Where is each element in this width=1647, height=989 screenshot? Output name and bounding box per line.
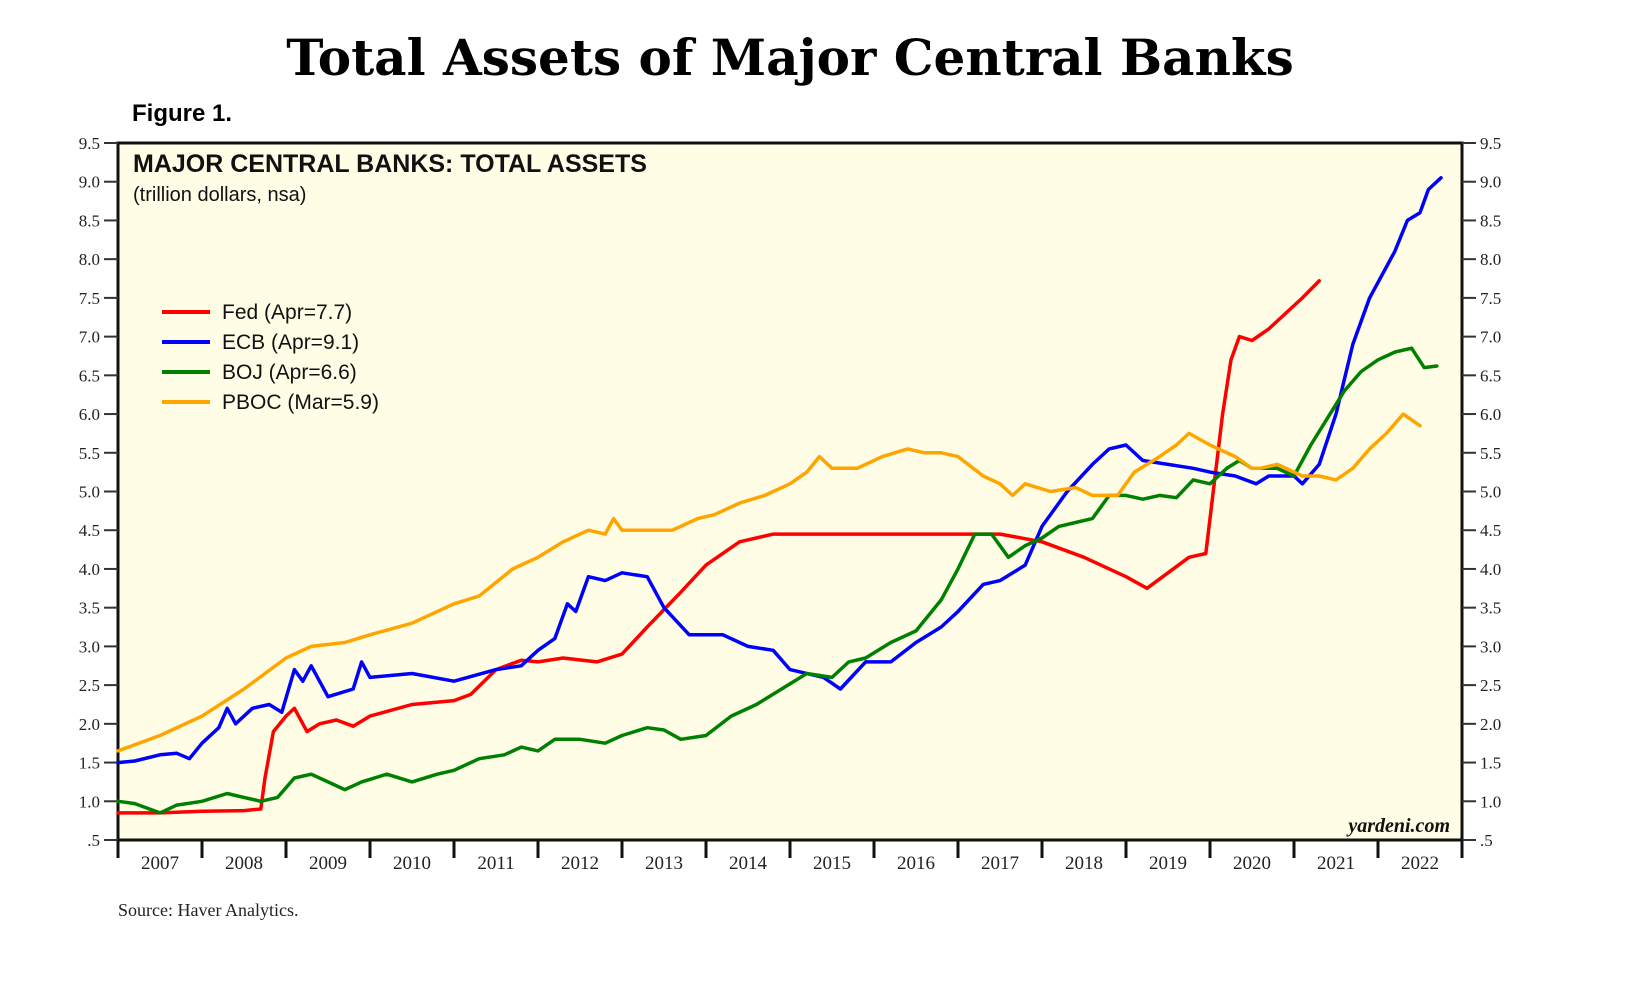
chart-subtitle: (trillion dollars, nsa) [133,184,306,206]
legend-label-ecb: ECB (Apr=9.1) [222,331,359,354]
y-tick-label-right: 5.5 [1480,444,1501,463]
x-tick-label: 2021 [1317,853,1355,874]
y-tick-label: 1.5 [79,754,100,773]
series-lines [116,176,1443,815]
x-tick-label: 2019 [1149,853,1187,874]
legend: Fed (Apr=7.7) ECB (Apr=9.1) BOJ (Apr=6.6) P… [162,301,379,414]
y-tick-label-right: 7.5 [1480,289,1501,308]
y-tick-label-right: 7.0 [1480,328,1501,347]
y-tick-label-right: 4.5 [1480,521,1501,540]
y-tick-label: 3.5 [79,599,100,618]
y-tick-label: 4.5 [79,521,100,540]
y-tick-label: 2.0 [79,715,100,734]
series-line-pboc [116,412,1422,753]
x-tick-label: 2007 [141,853,179,874]
x-tick-label: 2008 [225,853,263,874]
legend-label-pboc: PBOC (Mar=5.9) [222,391,379,414]
y-tick-label: 9.5 [79,134,100,153]
series-line-fed [116,279,1321,815]
x-tick-label: 2012 [561,853,599,874]
y-tick-label-right: 6.0 [1480,405,1501,424]
x-tick-label: 2016 [897,853,935,874]
y-tick-label-right: 3.0 [1480,637,1501,656]
y-tick-label: 7.5 [79,289,100,308]
x-tick-label: 2020 [1233,853,1271,874]
y-tick-label: 5.5 [79,444,100,463]
y-tick-label-right: 8.5 [1480,211,1501,230]
y-tick-label-right: 5.0 [1480,483,1501,502]
x-axis: 2007 2008 2009 2010 2011 2012 2013 2014 2015 2016… [116,840,1464,874]
x-tick-label: 2017 [981,853,1019,874]
y-tick-label-right: 8.0 [1480,250,1501,269]
y-tick-label: 6.5 [79,366,100,385]
y-axis-left: .5 1.0 1.5 2.0 2.5 3.0 3.5 4.0 4.5 5.0 5.5 6.0 6.5 7.… [79,134,118,850]
y-tick-label: .5 [87,831,100,850]
page-title: Total Assets of Major Central Banks [286,28,1294,87]
watermark: yardeni.com [1346,815,1450,837]
x-tick-label: 2013 [645,853,683,874]
y-tick-label-right: 9.5 [1480,134,1501,153]
y-tick-label-right: 3.5 [1480,599,1501,618]
x-tick-label: 2018 [1065,853,1103,874]
y-tick-label-right: 9.0 [1480,173,1501,192]
y-tick-label-right: 1.5 [1480,754,1501,773]
chart-title: MAJOR CENTRAL BANKS: TOTAL ASSETS [133,150,647,178]
legend-label-fed: Fed (Apr=7.7) [222,301,352,324]
y-axis-right: .5 1.0 1.5 2.0 2.5 3.0 3.5 4.0 4.5 5.0 5.5 6.0 6.5 7.… [1462,134,1501,850]
x-tick-label: 2010 [393,853,431,874]
y-tick-label: 1.0 [79,792,100,811]
x-tick-label: 2022 [1401,853,1439,874]
y-tick-label: 7.0 [79,328,100,347]
y-tick-label-right: 1.0 [1480,792,1501,811]
y-tick-label: 2.5 [79,676,100,695]
source-note: Source: Haver Analytics. [118,900,299,920]
y-tick-label-right: .5 [1480,831,1493,850]
y-tick-label: 8.5 [79,211,100,230]
figure-label: Figure 1. [132,100,233,127]
legend-label-boj: BOJ (Apr=6.6) [222,361,357,384]
x-tick-label: 2009 [309,853,347,874]
y-tick-label-right: 6.5 [1480,366,1501,385]
y-tick-label-right: 2.5 [1480,676,1501,695]
y-tick-label: 6.0 [79,405,100,424]
y-tick-label: 3.0 [79,637,100,656]
y-tick-label: 4.0 [79,560,100,579]
x-tick-label: 2014 [729,853,768,874]
y-tick-label: 9.0 [79,173,100,192]
x-tick-label: 2011 [477,853,514,874]
y-tick-label: 5.0 [79,483,100,502]
y-tick-label-right: 2.0 [1480,715,1501,734]
y-tick-label-right: 4.0 [1480,560,1501,579]
plot-area [116,141,1464,842]
x-tick-label: 2015 [813,853,851,874]
y-tick-label: 8.0 [79,250,100,269]
series-line-ecb [116,176,1443,765]
